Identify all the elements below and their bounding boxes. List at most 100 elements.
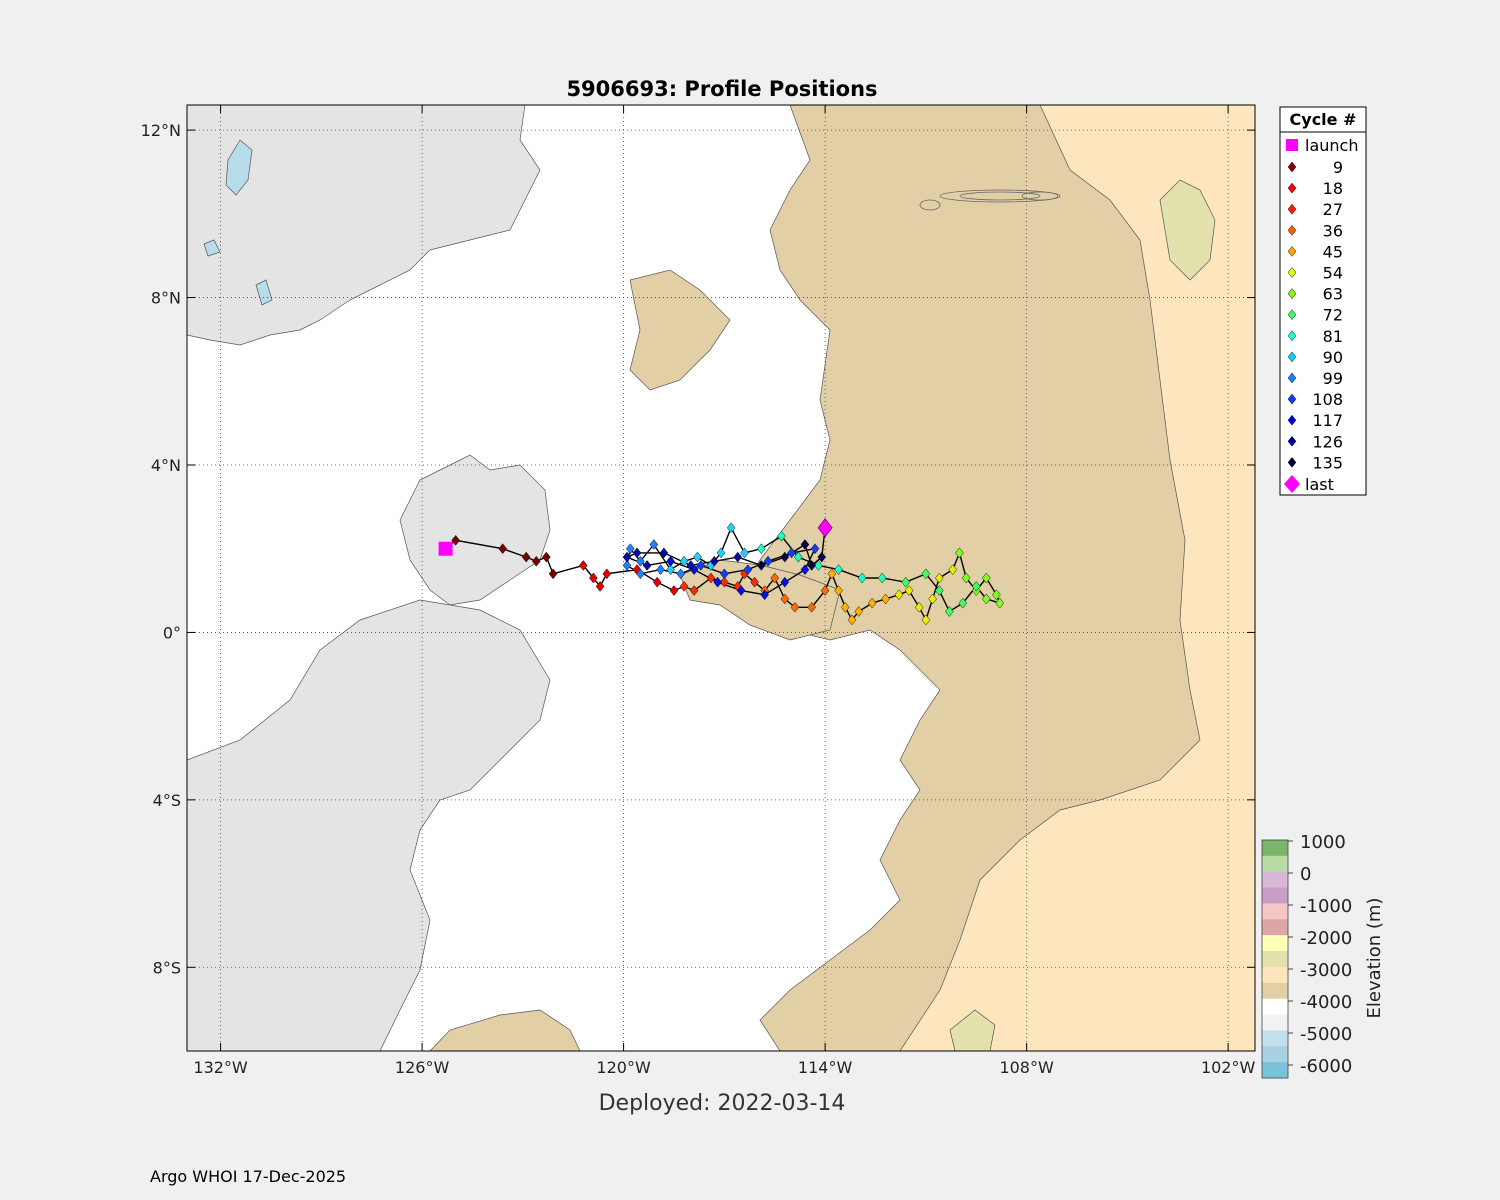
colorbar-band xyxy=(1262,998,1288,1016)
colorbar-tick-label: -2000 xyxy=(1300,928,1352,949)
profile-position-marker xyxy=(971,580,981,592)
profile-position-marker xyxy=(626,543,635,555)
colorbar-band xyxy=(1262,1014,1288,1031)
profile-position-marker xyxy=(676,568,686,580)
colorbar-band xyxy=(1262,935,1288,952)
profile-position-marker xyxy=(817,551,827,563)
profile-position-marker xyxy=(666,555,675,567)
bathymetry-east-plateau xyxy=(899,105,1255,1051)
bathymetry-deep-trench-b xyxy=(255,279,273,306)
y-tick-label: 8°S xyxy=(153,958,181,977)
profile-position-marker xyxy=(726,522,736,534)
legend-item-label: 117 xyxy=(1312,411,1343,430)
profile-position-marker xyxy=(780,593,790,605)
profile-position-marker xyxy=(834,564,843,576)
colorbar-tick-label: -3000 xyxy=(1300,960,1352,981)
profile-position-marker xyxy=(602,568,612,580)
colorbar-tick-label: 1000 xyxy=(1300,832,1346,853)
x-tick-label: 102°W xyxy=(1201,1058,1256,1077)
profile-position-marker xyxy=(854,606,864,617)
profile-position-marker xyxy=(921,568,931,580)
cycle-legend: Cycle # launch 9 18 27 36 45 54 63 72 81 90 99 108 1… xyxy=(1279,106,1367,496)
profile-position-marker xyxy=(807,601,816,613)
legend-marker xyxy=(1287,456,1297,468)
legend-last-label: last xyxy=(1305,475,1334,494)
legend-marker xyxy=(1287,351,1297,363)
colorbar-tick-label: -6000 xyxy=(1300,1056,1352,1077)
y-tick-label: 0° xyxy=(163,623,181,642)
colorbar-band xyxy=(1262,919,1288,936)
profile-position-marker xyxy=(589,572,598,584)
launch-marker xyxy=(438,541,453,556)
elevation-colorbar: 1000 0 -1000 -2000 -3000 -4000 -5000 -6000 Elev… xyxy=(1261,832,1385,1079)
legend-item-label: 63 xyxy=(1323,285,1343,304)
profile-position-marker xyxy=(756,560,766,571)
legend-marker xyxy=(1287,182,1297,194)
deployed-date: Deployed: 2022-03-14 xyxy=(599,1091,846,1116)
legend-marker xyxy=(1287,161,1297,173)
colorbar-tick-label: -4000 xyxy=(1300,992,1352,1013)
profile-position-marker xyxy=(649,539,659,550)
legend-marker xyxy=(1287,414,1297,426)
colorbar-tick-label: 0 xyxy=(1300,864,1311,885)
legend-item-label: 135 xyxy=(1312,453,1343,472)
legend-launch-marker xyxy=(1286,139,1298,151)
colorbar-band xyxy=(1262,966,1288,984)
colorbar-band xyxy=(1262,855,1288,873)
footer-credit: Argo WHOI 17-Dec-2025 xyxy=(150,1167,346,1186)
profile-position-marker xyxy=(982,593,991,605)
profile-position-marker xyxy=(720,568,729,580)
legend-item-label: 81 xyxy=(1323,327,1343,346)
profile-position-marker xyxy=(498,543,508,555)
profile-position-marker xyxy=(733,551,743,563)
profile-position-marker xyxy=(652,576,662,588)
profile-position-marker xyxy=(958,597,968,609)
colorbar-frame xyxy=(1261,839,1289,1079)
profile-position-marker xyxy=(622,560,632,571)
bathymetry-ridge-contours xyxy=(919,189,1061,211)
profile-position-marker xyxy=(743,564,753,576)
profile-position-marker xyxy=(542,551,551,563)
y-tick-label: 8°N xyxy=(151,289,181,308)
legend-marker xyxy=(1287,267,1297,278)
legend-item-label: 99 xyxy=(1323,369,1343,388)
last-position-marker xyxy=(817,518,833,538)
profile-position-marker xyxy=(961,572,971,584)
x-tick-label: 108°W xyxy=(999,1058,1054,1077)
bathymetry-seamount-a xyxy=(1159,179,1216,281)
colorbar-bands xyxy=(1262,840,1288,1079)
profile-position-marker xyxy=(636,555,645,567)
profile-position-marker xyxy=(934,585,944,596)
colorbar-tick-label: -5000 xyxy=(1300,1024,1352,1045)
profile-position-marker xyxy=(948,564,958,576)
profile-position-marker xyxy=(921,614,931,626)
colorbar-label: Elevation (m) xyxy=(1364,898,1385,1019)
profile-position-marker xyxy=(904,585,914,596)
profile-position-marker xyxy=(847,614,857,626)
profile-position-marker xyxy=(793,551,803,563)
x-tick-label: 126°W xyxy=(395,1058,450,1077)
colorbar-band xyxy=(1262,871,1288,889)
profile-position-marker xyxy=(780,551,790,563)
legend-marker xyxy=(1287,224,1297,236)
bathymetry-layer xyxy=(187,105,1255,1051)
profile-position-marker xyxy=(840,601,850,613)
profile-position-marker xyxy=(696,560,706,571)
colorbar-band xyxy=(1262,1030,1288,1047)
profile-position-marker xyxy=(955,547,964,559)
profile-position-marker xyxy=(679,580,689,592)
colorbar-band xyxy=(1262,903,1288,920)
map-panel[interactable] xyxy=(186,104,1256,1052)
profile-position-marker xyxy=(578,560,588,571)
legend-item-label: 9 xyxy=(1333,158,1343,177)
profile-position-marker xyxy=(706,572,716,584)
legend-marker xyxy=(1287,393,1297,405)
x-tick-label: 114°W xyxy=(798,1058,853,1077)
profile-position-marker xyxy=(679,555,689,567)
colorbar-tick-label: -1000 xyxy=(1300,896,1352,917)
bathymetry-deep-trench-a xyxy=(225,139,253,196)
profile-position-marker xyxy=(666,564,675,576)
map-title: 5906693: Profile Positions xyxy=(566,77,877,101)
x-tick-label: 132°W xyxy=(193,1058,248,1077)
